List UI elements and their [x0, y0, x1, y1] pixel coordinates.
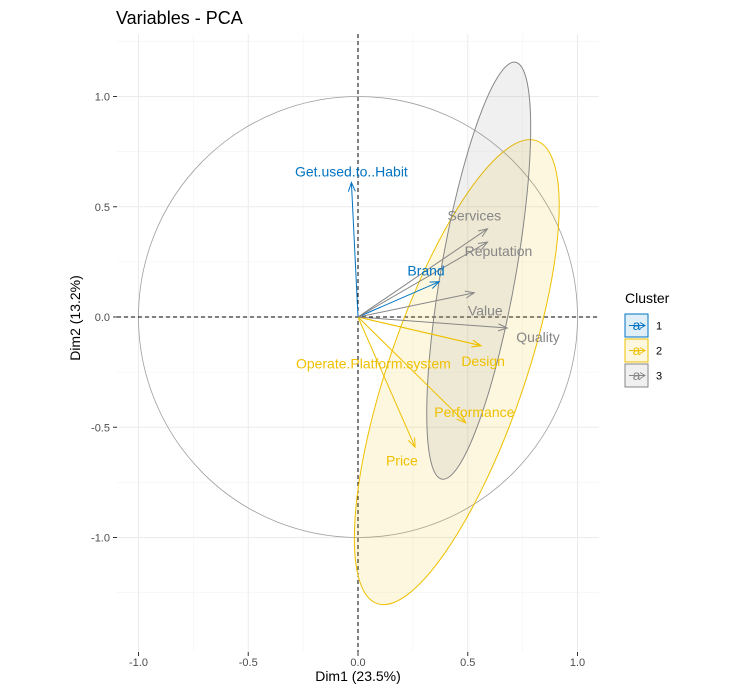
arrow-get-used-to-habit — [350, 182, 359, 318]
y-tick-label: 0.0 — [95, 312, 110, 324]
cluster-3-ellipse — [426, 61, 532, 480]
arrowhead-brand — [429, 281, 441, 289]
arrowhead-reputation — [477, 241, 489, 250]
arrow-quality — [357, 316, 508, 329]
variable-label-brand: Brand — [407, 263, 444, 279]
arrowhead-value — [464, 290, 476, 299]
arrowhead-price — [407, 437, 416, 449]
arrowhead-get-used-to-habit — [347, 181, 356, 192]
legend-label-3: 3 — [656, 371, 662, 383]
variable-label-quality: Quality — [516, 329, 560, 345]
x-axis-title: Dim1 (23.5%) — [315, 668, 401, 684]
arrow-price — [357, 316, 416, 448]
arrowhead-services — [477, 228, 489, 238]
legend-key-glyph: a — [633, 342, 641, 358]
variable-label-operate-platform-system: Operate.Platform.system — [296, 355, 451, 371]
variable-label-services: Services — [447, 208, 501, 224]
x-tick-label: 0.5 — [460, 657, 475, 669]
y-tick-label: 1.0 — [95, 92, 110, 104]
arrow-performance — [357, 316, 466, 424]
plot-panel: Get.used.to..Habit Brand Operate.Platform.… — [117, 34, 599, 652]
arrow-brand — [357, 281, 440, 318]
y-tick-label: -1.0 — [91, 533, 110, 545]
x-tick-label: 0.0 — [350, 657, 365, 669]
arrowhead-design — [471, 339, 483, 348]
chart-title: Variables - PCA — [116, 8, 243, 28]
variable-label-price: Price — [386, 452, 418, 468]
x-tick-label: -1.0 — [129, 657, 148, 669]
x-axis-ticks: -1.0 -0.5 0.0 0.5 1.0 — [129, 652, 585, 669]
variable-arrows — [347, 181, 509, 449]
legend-key-glyph: a — [633, 367, 641, 383]
y-tick-label: -0.5 — [91, 422, 110, 434]
legend-key-arrowhead — [639, 372, 646, 379]
legend-key-arrowhead — [639, 322, 646, 329]
legend: Cluster a 1 a 2 a 3 — [624, 290, 670, 388]
legend-key-arrowhead — [639, 347, 646, 354]
cluster-2-ellipse — [353, 139, 560, 606]
y-axis-title: Dim2 (13.2%) — [67, 275, 83, 361]
legend-label-1: 1 — [656, 321, 662, 333]
cluster-ellipses — [353, 61, 560, 606]
variable-label-performance: Performance — [434, 404, 514, 420]
arrowhead-quality — [497, 323, 509, 332]
legend-title: Cluster — [625, 290, 670, 306]
legend-label-2: 2 — [656, 346, 662, 358]
y-tick-label: 0.5 — [95, 202, 110, 214]
legend-key-glyph: a — [633, 317, 641, 333]
variable-labels: Get.used.to..Habit Brand Operate.Platform.… — [295, 163, 560, 468]
variable-label-value: Value — [468, 302, 503, 318]
variable-label-design: Design — [461, 353, 505, 369]
arrow-value — [357, 292, 475, 318]
legend-keys: a 1 a 2 a 3 — [624, 313, 662, 388]
variable-label-get-used-to-habit: Get.used.to..Habit — [295, 163, 408, 179]
arrowhead-performance — [456, 413, 467, 424]
x-tick-label: 1.0 — [570, 657, 585, 669]
x-tick-label: -0.5 — [239, 657, 258, 669]
arrow-design — [357, 316, 482, 347]
arrow-reputation — [357, 241, 488, 318]
arrow-services — [357, 228, 488, 318]
y-axis-ticks: -1.0 -0.5 0.0 0.5 1.0 — [91, 92, 117, 545]
variable-label-reputation: Reputation — [465, 243, 533, 259]
